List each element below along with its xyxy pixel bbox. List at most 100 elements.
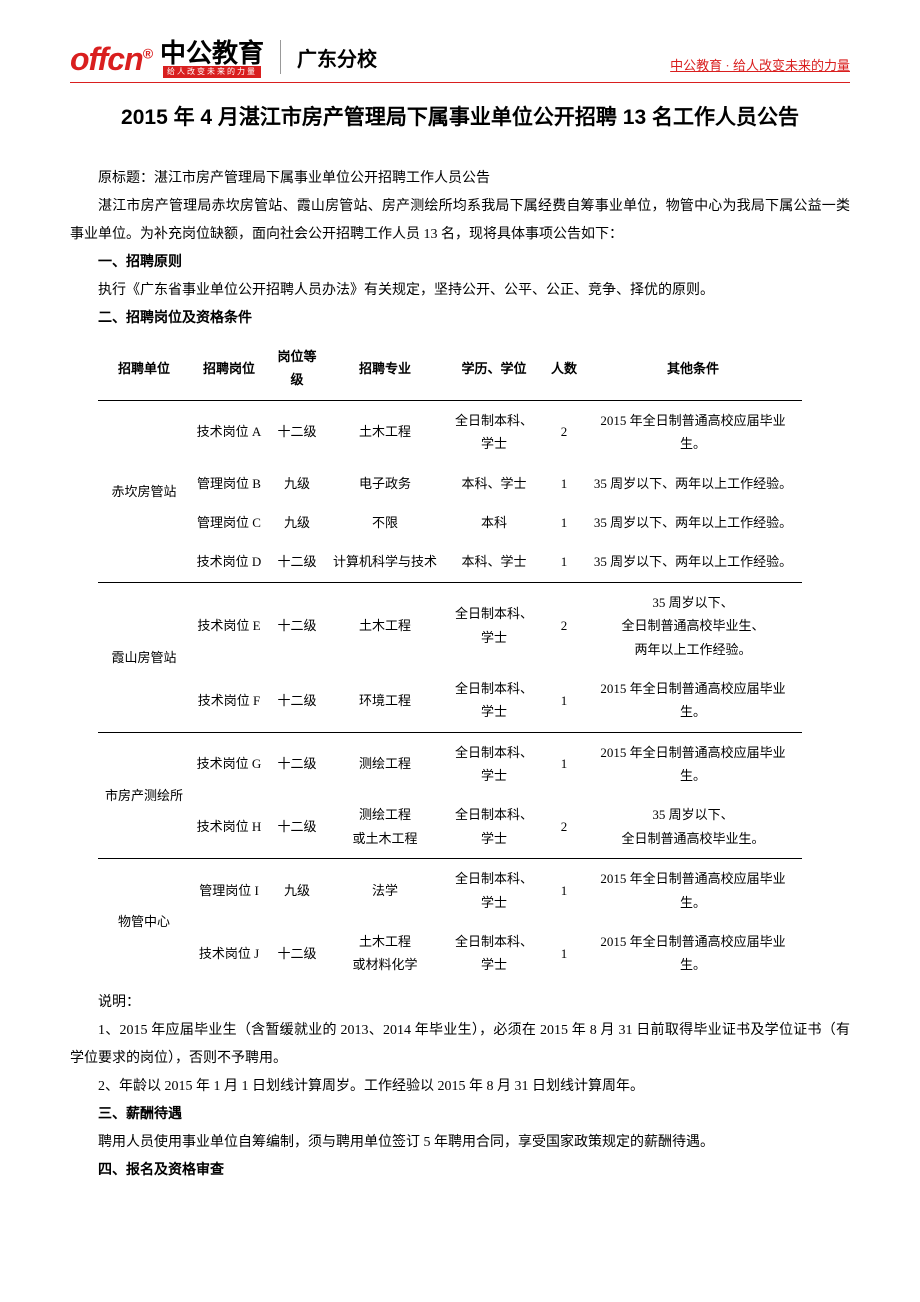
table-row: 赤坎房管站技术岗位 A十二级土木工程全日制本科、学士22015 年全日制普通高校…	[98, 400, 802, 463]
cell-level: 九级	[268, 464, 326, 503]
notes-lead: 说明：	[70, 989, 850, 1017]
cell-num: 1	[544, 922, 584, 985]
cell-unit: 市房产测绘所	[98, 732, 190, 859]
cell-level: 十二级	[268, 795, 326, 858]
cell-unit: 物管中心	[98, 859, 190, 985]
cell-major: 电子政务	[326, 464, 444, 503]
note-1: 1、2015 年应届毕业生（含暂缓就业的 2013、2014 年毕业生），必须在…	[70, 1017, 850, 1073]
cell-post: 管理岗位 C	[190, 503, 268, 542]
th-edu: 学历、学位	[444, 337, 544, 400]
cell-other: 2015 年全日制普通高校应届毕业生。	[584, 400, 802, 463]
cell-post: 技术岗位 A	[190, 400, 268, 463]
intro-paragraph: 湛江市房产管理局赤坎房管站、霞山房管站、房产测绘所均系我局下属经费自筹事业单位，…	[70, 193, 850, 249]
cell-other: 2015 年全日制普通高校应届毕业生。	[584, 669, 802, 732]
cell-post: 管理岗位 I	[190, 859, 268, 922]
cell-num: 2	[544, 582, 584, 669]
recruitment-table: 招聘单位 招聘岗位 岗位等级 招聘专业 学历、学位 人数 其他条件 赤坎房管站技…	[98, 337, 802, 985]
document-body: 原标题：湛江市房产管理局下属事业单位公开招聘工作人员公告 湛江市房产管理局赤坎房…	[70, 165, 850, 1185]
th-post: 招聘岗位	[190, 337, 268, 400]
section-3-body: 聘用人员使用事业单位自筹编制，须与聘用单位签订 5 年聘用合同，享受国家政策规定…	[70, 1129, 850, 1157]
note-2: 2、年龄以 2015 年 1 月 1 日划线计算周岁。工作经验以 2015 年 …	[70, 1073, 850, 1101]
header-rule	[70, 82, 850, 83]
cell-other: 35 周岁以下、两年以上工作经验。	[584, 542, 802, 582]
table-row: 技术岗位 J十二级土木工程或材料化学全日制本科、学士12015 年全日制普通高校…	[98, 922, 802, 985]
cell-edu: 本科、学士	[444, 542, 544, 582]
table-row: 市房产测绘所技术岗位 G十二级测绘工程全日制本科、学士12015 年全日制普通高…	[98, 732, 802, 795]
table-row: 技术岗位 H十二级测绘工程或土木工程全日制本科、学士235 周岁以下、全日制普通…	[98, 795, 802, 858]
cell-other: 35 周岁以下、全日制普通高校毕业生。	[584, 795, 802, 858]
cell-edu: 全日制本科、学士	[444, 922, 544, 985]
logo-cn-block: 中公教育 给人改变未来的力量	[160, 40, 264, 78]
cell-major: 测绘工程	[326, 732, 444, 795]
cell-num: 1	[544, 503, 584, 542]
logo-cn-main: 中公教育	[160, 40, 264, 66]
cell-major: 土木工程	[326, 400, 444, 463]
cell-edu: 全日制本科、学士	[444, 400, 544, 463]
cell-num: 1	[544, 464, 584, 503]
cell-edu: 全日制本科、学士	[444, 732, 544, 795]
cell-major: 土木工程	[326, 582, 444, 669]
table-row: 技术岗位 F十二级环境工程全日制本科、学士12015 年全日制普通高校应届毕业生…	[98, 669, 802, 732]
brand-logo: offcn® 中公教育 给人改变未来的力量 广东分校	[70, 40, 377, 78]
section-3-heading: 三、薪酬待遇	[70, 1101, 850, 1129]
th-major: 招聘专业	[326, 337, 444, 400]
cell-num: 1	[544, 542, 584, 582]
table-row: 霞山房管站技术岗位 E十二级土木工程全日制本科、学士235 周岁以下、全日制普通…	[98, 582, 802, 669]
cell-level: 十二级	[268, 400, 326, 463]
cell-post: 技术岗位 G	[190, 732, 268, 795]
cell-other: 2015 年全日制普通高校应届毕业生。	[584, 922, 802, 985]
cell-post: 技术岗位 J	[190, 922, 268, 985]
cell-major: 法学	[326, 859, 444, 922]
cell-level: 十二级	[268, 922, 326, 985]
table-header-row: 招聘单位 招聘岗位 岗位等级 招聘专业 学历、学位 人数 其他条件	[98, 337, 802, 400]
logo-divider	[280, 40, 281, 74]
th-level: 岗位等级	[268, 337, 326, 400]
th-num: 人数	[544, 337, 584, 400]
cell-other: 35 周岁以下、全日制普通高校毕业生、两年以上工作经验。	[584, 582, 802, 669]
cell-edu: 全日制本科、学士	[444, 582, 544, 669]
cell-edu: 全日制本科、学士	[444, 795, 544, 858]
cell-major: 测绘工程或土木工程	[326, 795, 444, 858]
section-4-heading: 四、报名及资格审查	[70, 1157, 850, 1185]
cell-num: 1	[544, 669, 584, 732]
cell-edu: 本科、学士	[444, 464, 544, 503]
cell-major: 计算机科学与技术	[326, 542, 444, 582]
cell-level: 九级	[268, 859, 326, 922]
intro-original-title: 原标题：湛江市房产管理局下属事业单位公开招聘工作人员公告	[70, 165, 850, 193]
cell-other: 35 周岁以下、两年以上工作经验。	[584, 464, 802, 503]
cell-other: 2015 年全日制普通高校应届毕业生。	[584, 859, 802, 922]
table-row: 管理岗位 C九级不限本科135 周岁以下、两年以上工作经验。	[98, 503, 802, 542]
cell-level: 十二级	[268, 669, 326, 732]
table-row: 管理岗位 B九级电子政务本科、学士135 周岁以下、两年以上工作经验。	[98, 464, 802, 503]
cell-num: 2	[544, 795, 584, 858]
cell-major: 不限	[326, 503, 444, 542]
section-1-body: 执行《广东省事业单位公开招聘人员办法》有关规定，坚持公开、公平、公正、竞争、择优…	[70, 277, 850, 305]
cell-level: 十二级	[268, 732, 326, 795]
cell-major: 环境工程	[326, 669, 444, 732]
table-body: 赤坎房管站技术岗位 A十二级土木工程全日制本科、学士22015 年全日制普通高校…	[98, 400, 802, 985]
cell-level: 九级	[268, 503, 326, 542]
th-unit: 招聘单位	[98, 337, 190, 400]
cell-post: 技术岗位 E	[190, 582, 268, 669]
cell-num: 1	[544, 732, 584, 795]
cell-edu: 本科	[444, 503, 544, 542]
cell-other: 35 周岁以下、两年以上工作经验。	[584, 503, 802, 542]
page-title: 2015 年 4 月湛江市房产管理局下属事业单位公开招聘 13 名工作人员公告	[70, 101, 850, 131]
cell-post: 技术岗位 D	[190, 542, 268, 582]
cell-edu: 全日制本科、学士	[444, 859, 544, 922]
cell-edu: 全日制本科、学士	[444, 669, 544, 732]
page-header: offcn® 中公教育 给人改变未来的力量 广东分校 中公教育 · 给人改变未来…	[70, 40, 850, 78]
cell-major: 土木工程或材料化学	[326, 922, 444, 985]
cell-post: 管理岗位 B	[190, 464, 268, 503]
logo-cn-sub: 给人改变未来的力量	[163, 66, 261, 78]
logo-branch: 广东分校	[297, 43, 377, 72]
cell-unit: 赤坎房管站	[98, 400, 190, 582]
logo-latin: offcn®	[70, 41, 152, 78]
section-1-heading: 一、招聘原则	[70, 249, 850, 277]
logo-reg-mark: ®	[143, 45, 152, 61]
cell-num: 1	[544, 859, 584, 922]
logo-latin-text: offcn	[70, 41, 143, 77]
cell-other: 2015 年全日制普通高校应届毕业生。	[584, 732, 802, 795]
th-other: 其他条件	[584, 337, 802, 400]
header-tagline: 中公教育 · 给人改变未来的力量	[670, 55, 850, 74]
